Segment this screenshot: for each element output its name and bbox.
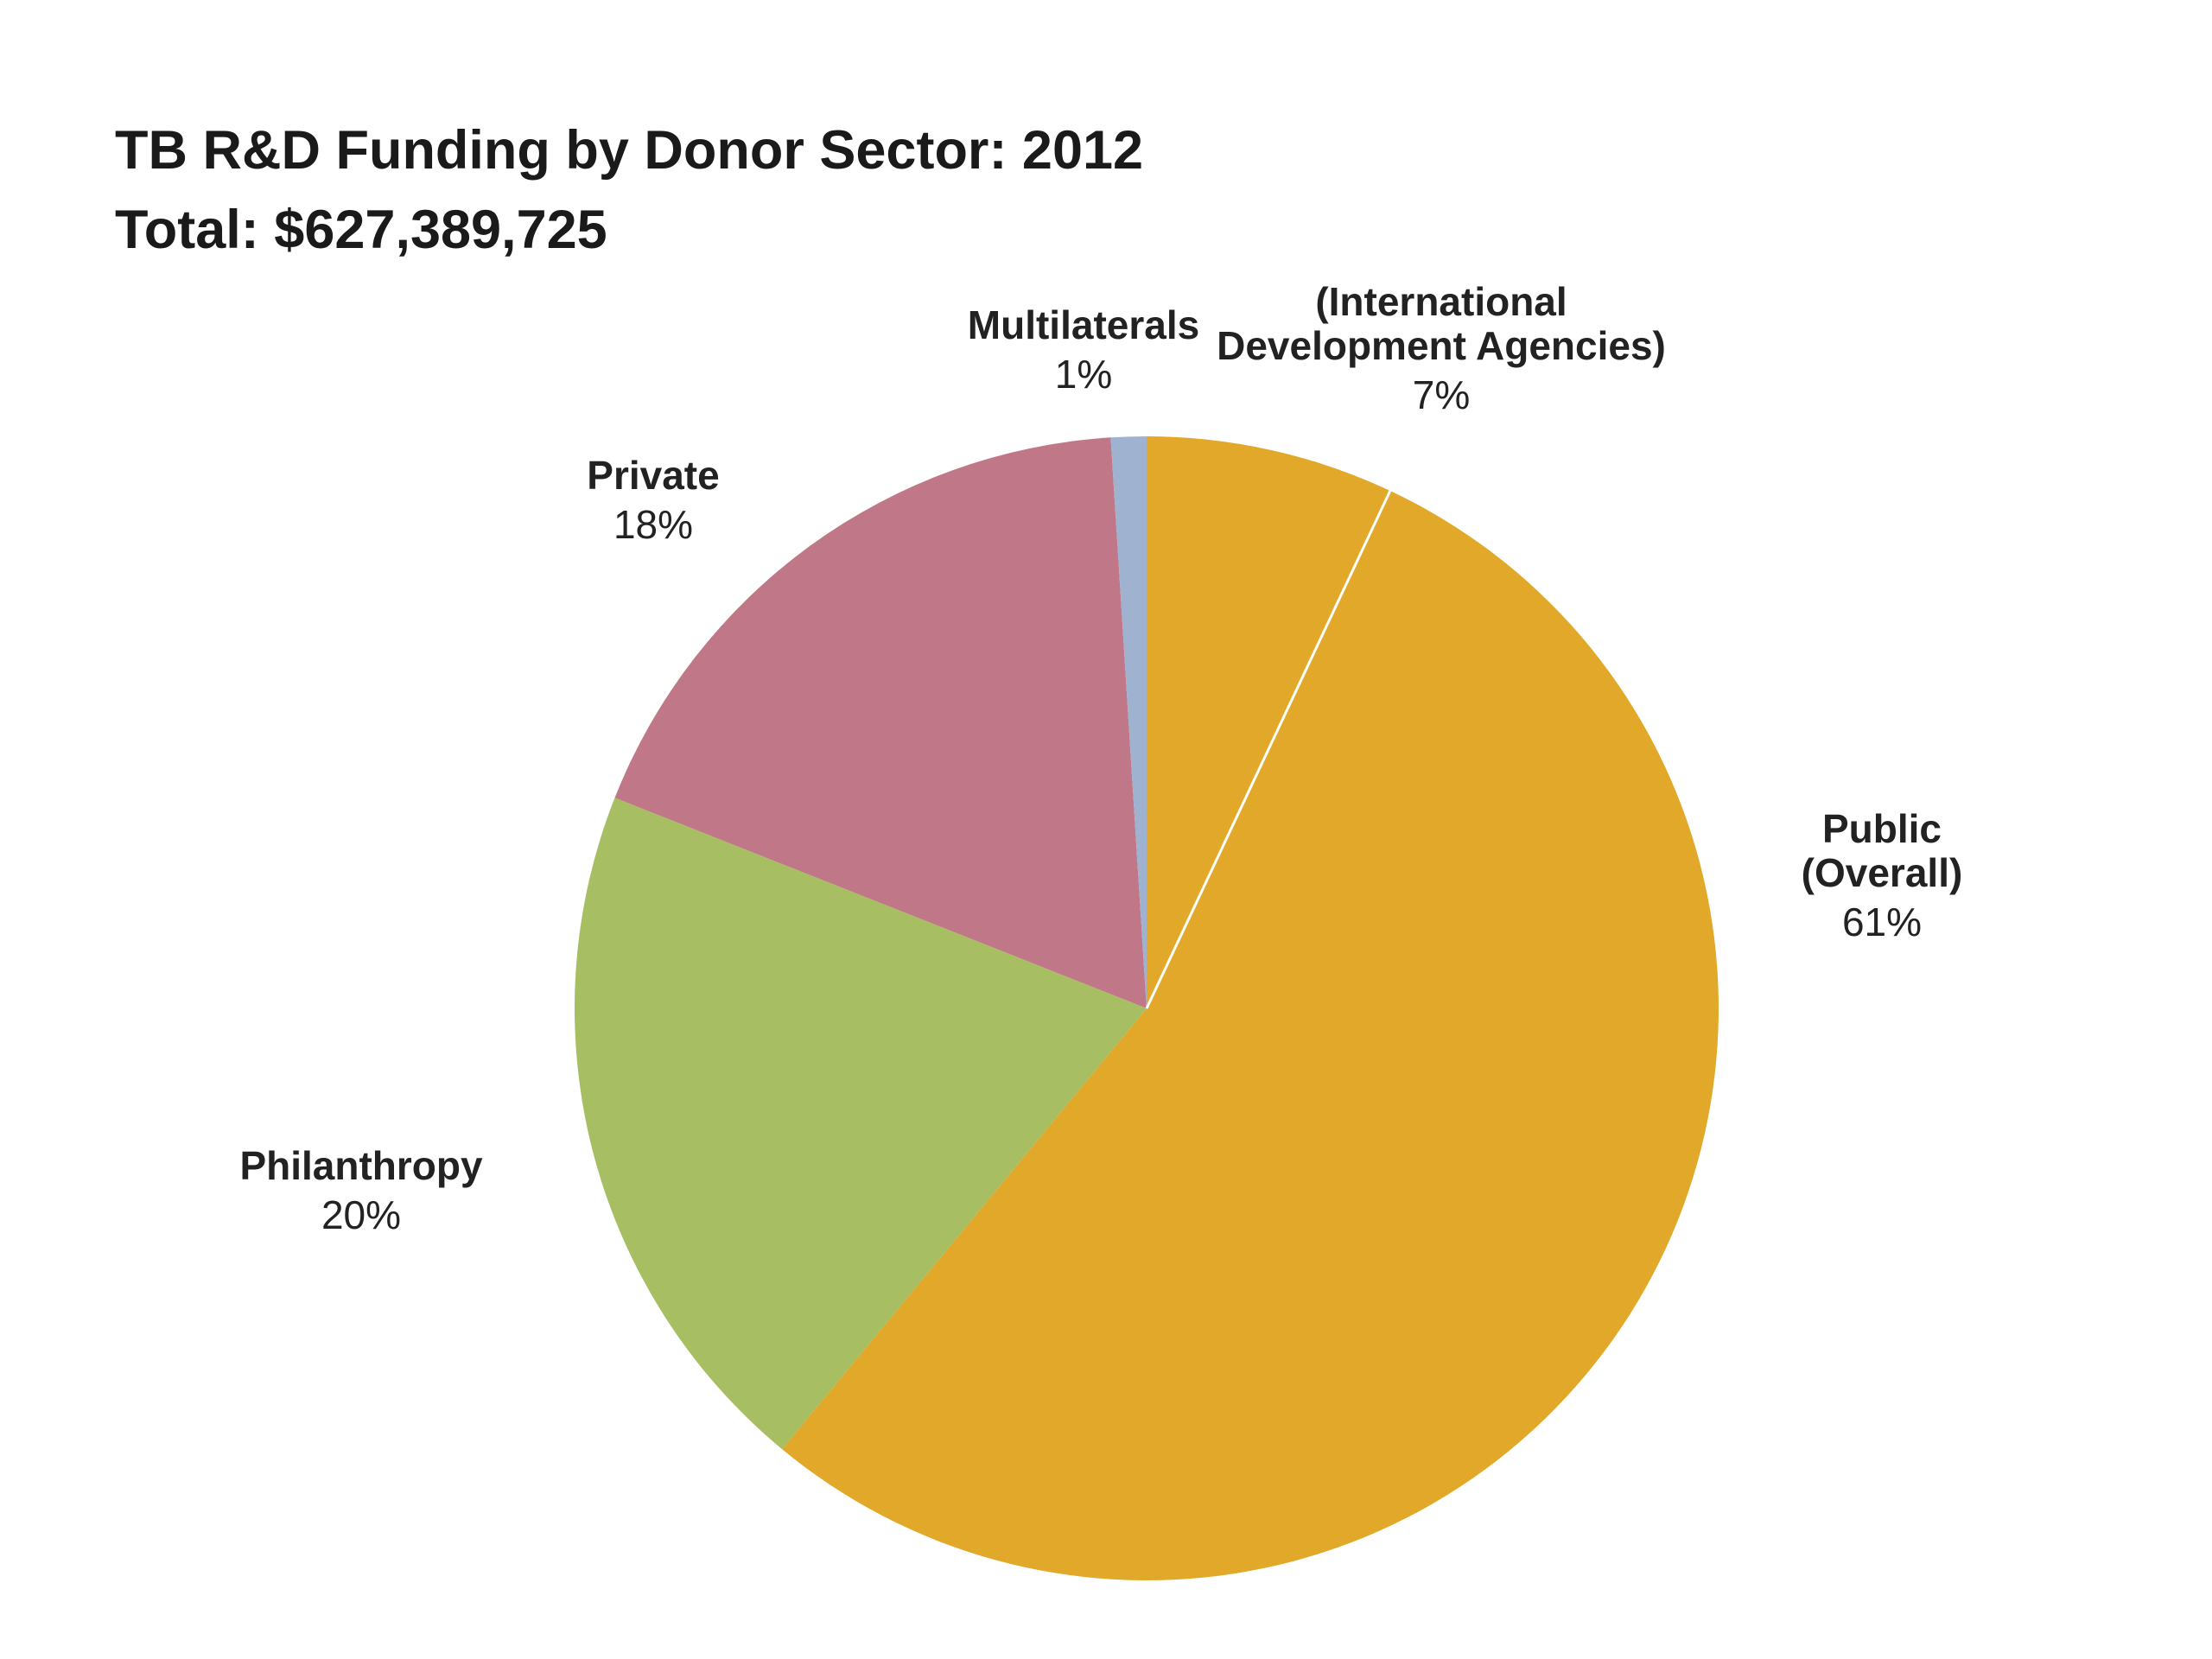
pie-slice-philanthropy — [575, 798, 1147, 1450]
pie-slice-multilaterals — [1110, 436, 1147, 1008]
label-private-percent: 18% — [613, 502, 693, 547]
label-ida-percent: 7% — [1413, 372, 1470, 417]
slice-labels: Multilaterals 1% (InternationalDevelopment… — [239, 279, 1962, 1237]
pie-slice-public-overall — [782, 491, 1719, 1580]
label-multilaterals: Multilaterals 1% — [968, 302, 1199, 397]
label-public-percent: 61% — [1842, 899, 1922, 944]
label-philanthropy-percent: 20% — [321, 1192, 401, 1237]
label-multilaterals-percent: 1% — [1055, 352, 1112, 397]
slice-separator — [1145, 490, 1392, 1009]
label-philanthropy-name: Philanthropy — [239, 1143, 483, 1188]
label-public: Public(Overall)61% — [1802, 806, 1963, 944]
chart-title: TB R&D Funding by Donor Sector: 2012 — [115, 120, 1144, 181]
label-ida-name: (International — [1315, 279, 1567, 324]
label-ida-name: Development Agencies) — [1217, 323, 1666, 368]
label-public-name: Public — [1822, 806, 1942, 851]
label-private-name: Private — [587, 453, 719, 498]
chart-title-block: TB R&D Funding by Donor Sector: 2012 Tot… — [115, 111, 1143, 270]
chart-subtitle: Total: $627,389,725 — [115, 200, 607, 260]
pie-slices — [575, 435, 1719, 1580]
pie-slice-private — [614, 437, 1147, 1008]
label-public-name: (Overall) — [1802, 850, 1963, 895]
pie-slice-international-development-agencies — [1147, 435, 1390, 1008]
label-multilaterals-name: Multilaterals — [968, 302, 1199, 347]
